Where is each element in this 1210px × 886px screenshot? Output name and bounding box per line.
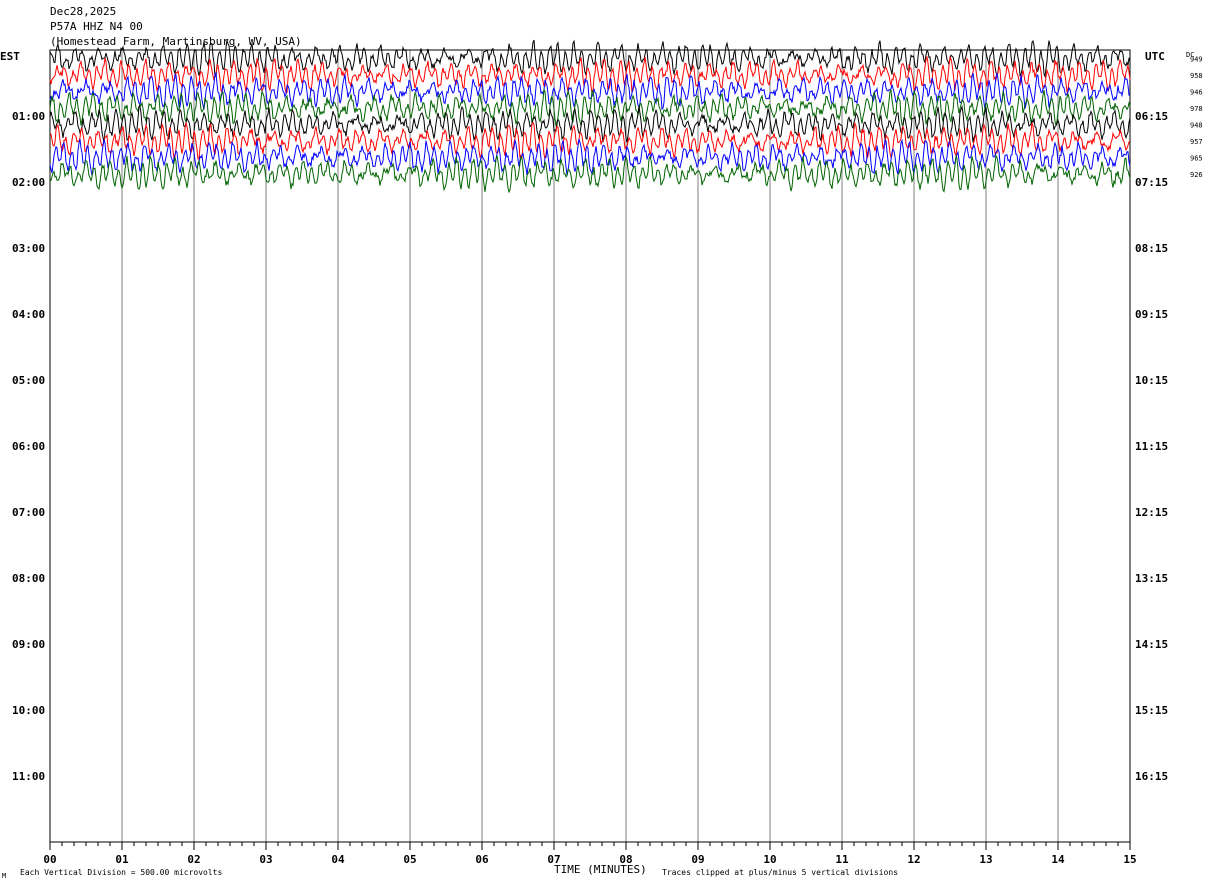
left-hour-label: 10:00 — [12, 704, 45, 717]
x-tick-label: 04 — [331, 853, 345, 866]
x-tick-label: 10 — [763, 853, 776, 866]
trace-line — [49, 138, 1131, 176]
trace-line — [49, 153, 1131, 194]
dc-offset-label: DC — [1186, 51, 1194, 59]
left-hour-label: 11:00 — [12, 770, 45, 783]
left-hour-label: 01:00 — [12, 110, 45, 123]
right-hour-label: 10:15 — [1135, 374, 1168, 387]
trace-line — [49, 121, 1131, 161]
seismic-traces — [49, 39, 1131, 194]
right-timezone-label: UTC — [1145, 50, 1165, 63]
left-hour-label: 03:00 — [12, 242, 45, 255]
left-hour-label: 08:00 — [12, 572, 45, 585]
dc-offset-value: 948 — [1190, 121, 1203, 129]
trace-line — [49, 72, 1131, 110]
right-hour-label: 09:15 — [1135, 308, 1168, 321]
left-hour-label: 09:00 — [12, 638, 45, 651]
hour-labels: 01:00 02:00 03:00 04:00 05:00 06:00 07:00 08:00… — [12, 110, 1168, 783]
x-tick-label: 14 — [1051, 853, 1065, 866]
right-hour-label: 08:15 — [1135, 242, 1168, 255]
x-tick-label: 12 — [907, 853, 920, 866]
right-hour-label: 07:15 — [1135, 176, 1168, 189]
x-axis: 00 01 02 03 04 05 06 07 08 09 10 11 12 13 14 15 — [43, 842, 1137, 866]
x-tick-label: 01 — [115, 853, 129, 866]
x-tick-label: 13 — [979, 853, 992, 866]
corner-mark: M — [2, 872, 6, 880]
right-hour-label: 15:15 — [1135, 704, 1168, 717]
x-axis-title: TIME (MINUTES) — [554, 863, 647, 876]
station-location: (Homestead Farm, Martinsburg, WV, USA) — [50, 35, 302, 48]
x-tick-label: 15 — [1123, 853, 1136, 866]
trace-line — [49, 55, 1131, 95]
right-hour-label: 12:15 — [1135, 506, 1168, 519]
clipping-note: Traces clipped at plus/minus 5 vertical … — [662, 868, 898, 877]
left-hour-label: 06:00 — [12, 440, 45, 453]
x-tick-label: 11 — [835, 853, 849, 866]
left-timezone-label: EST — [0, 50, 20, 63]
right-hour-label: 11:15 — [1135, 440, 1168, 453]
left-hour-label: 05:00 — [12, 374, 45, 387]
dc-offset-value: 965 — [1190, 154, 1203, 162]
x-tick-label: 03 — [259, 853, 272, 866]
dc-offset-value: 949 — [1190, 55, 1203, 63]
vertical-division-note: Each Vertical Division = 500.00 microvol… — [20, 868, 222, 877]
right-hour-label: 06:15 — [1135, 110, 1168, 123]
x-tick-label: 09 — [691, 853, 704, 866]
right-hour-label: 14:15 — [1135, 638, 1168, 651]
left-hour-label: 02:00 — [12, 176, 45, 189]
dc-offset-value: 978 — [1190, 105, 1203, 113]
station-code: P57A HHZ N4 00 — [50, 20, 143, 33]
dc-offset-value: 957 — [1190, 138, 1203, 146]
right-hour-label: 16:15 — [1135, 770, 1168, 783]
dc-offset-value: 926 — [1190, 171, 1203, 179]
dc-offset-value: 946 — [1190, 88, 1203, 96]
left-hour-label: 07:00 — [12, 506, 45, 519]
x-tick-label: 06 — [475, 853, 489, 866]
x-tick-label: 00 — [43, 853, 56, 866]
x-tick-label: 02 — [187, 853, 200, 866]
trace-line — [49, 87, 1131, 127]
dc-offset-value: 958 — [1190, 72, 1203, 80]
x-tick-label: 05 — [403, 853, 416, 866]
right-hour-label: 13:15 — [1135, 572, 1168, 585]
plot-date: Dec28,2025 — [50, 5, 116, 18]
left-hour-label: 04:00 — [12, 308, 45, 321]
x-tick-label: 07 — [547, 853, 560, 866]
dc-offset-values: 949 958 946 978 948 957 965 926 — [1190, 55, 1203, 179]
x-tick-label: 08 — [619, 853, 632, 866]
